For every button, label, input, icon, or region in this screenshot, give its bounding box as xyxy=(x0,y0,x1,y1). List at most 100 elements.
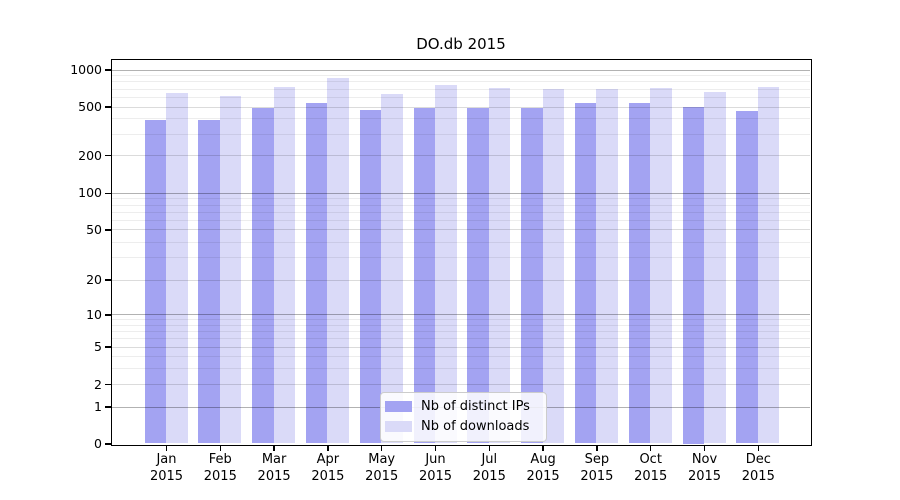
bar-nb-of-distinct-ips-mar xyxy=(252,108,274,444)
gridline-100 xyxy=(111,192,810,194)
gridline-700 xyxy=(111,88,810,90)
bar-nb-of-downloads-aug xyxy=(542,89,565,444)
x-tick-aug xyxy=(542,445,544,451)
bar-nb-of-downloads-dec xyxy=(757,86,780,444)
x-tick-label-sep: Sep 2015 xyxy=(580,452,614,484)
y-tick-label-100: 100 xyxy=(78,185,102,201)
gridline-5 xyxy=(111,346,810,348)
x-tick-label-nov: Nov 2015 xyxy=(687,452,722,484)
bar-nb-of-downloads-mar xyxy=(273,87,296,444)
x-tick-sep xyxy=(596,445,598,451)
x-tick-label-mar: Mar 2015 xyxy=(257,452,291,484)
bar-nb-of-distinct-ips-nov xyxy=(682,106,704,444)
bar-nb-of-downloads-oct xyxy=(650,88,672,444)
x-tick-may xyxy=(381,445,383,451)
bar-nb-of-distinct-ips-apr xyxy=(305,102,328,444)
bar-nb-of-distinct-ips-may xyxy=(359,110,382,444)
y-tick-label-50: 50 xyxy=(86,221,102,237)
y-tick-label-200: 200 xyxy=(78,147,102,163)
bar-nb-of-distinct-ips-sep xyxy=(574,103,597,444)
x-tick-label-jul: Jul 2015 xyxy=(472,452,506,484)
y-tick-label-500: 500 xyxy=(78,99,102,114)
x-tick-oct xyxy=(650,445,652,451)
grid-layer xyxy=(111,60,810,444)
y-tick-5 xyxy=(104,346,111,348)
legend-item-distinct-ips: Nb of distinct IPs xyxy=(385,397,538,417)
gridline-4 xyxy=(111,355,810,357)
gridline-7 xyxy=(111,330,810,332)
x-tick-apr xyxy=(327,445,329,451)
gridline-600 xyxy=(111,96,810,98)
x-tick-label-jun: Jun 2015 xyxy=(418,452,453,484)
y-tick-20 xyxy=(104,279,111,281)
x-tick-label-feb: Feb 2015 xyxy=(203,452,237,484)
gridline-50 xyxy=(111,229,810,231)
y-tick-10 xyxy=(104,314,111,316)
bar-nb-of-downloads-apr xyxy=(327,77,349,444)
x-tick-label-apr: Apr 2015 xyxy=(311,452,345,484)
y-tick-1 xyxy=(104,406,111,408)
gridline-10 xyxy=(111,314,810,316)
x-tick-label-may: May 2015 xyxy=(365,452,399,484)
y-tick-label-1: 1 xyxy=(94,399,102,414)
bar-nb-of-distinct-ips-feb xyxy=(198,119,220,444)
bar-nb-of-downloads-jun xyxy=(435,84,457,444)
y-tick-label-1000: 1000 xyxy=(70,62,102,77)
bar-nb-of-downloads-nov xyxy=(704,91,726,444)
bar-nb-of-distinct-ips-jan xyxy=(144,119,166,444)
x-tick-dec xyxy=(757,445,759,451)
x-tick-nov xyxy=(703,445,706,451)
gridline-30 xyxy=(111,257,810,259)
y-tick-1000 xyxy=(104,69,111,71)
y-tick-2 xyxy=(104,384,111,386)
y-tick-0 xyxy=(104,443,111,445)
y-tick-100 xyxy=(104,192,111,194)
bars-layer xyxy=(112,60,810,444)
gridline-6 xyxy=(111,338,810,340)
gridline-40 xyxy=(111,241,810,243)
gridline-9 xyxy=(111,319,810,321)
x-tick-label-oct: Oct 2015 xyxy=(634,452,668,484)
y-tick-label-5: 5 xyxy=(94,339,102,354)
gridline-800 xyxy=(111,81,810,83)
gridline-90 xyxy=(111,198,810,200)
x-tick-label-dec: Dec 2015 xyxy=(741,452,775,484)
bar-nb-of-downloads-jan xyxy=(166,93,188,444)
legend-swatch-downloads xyxy=(385,420,412,432)
x-tick-label-aug: Aug 2015 xyxy=(526,452,560,484)
bar-nb-of-distinct-ips-dec xyxy=(736,110,758,444)
x-tick-jul xyxy=(488,445,490,451)
gridline-8 xyxy=(111,324,810,326)
gridline-900 xyxy=(111,75,810,77)
gridline-70 xyxy=(111,211,810,213)
legend-label-downloads: Nb of downloads xyxy=(421,418,530,434)
plot-area xyxy=(110,58,812,446)
legend: Nb of distinct IPs Nb of downloads xyxy=(380,392,547,442)
legend-swatch-distinct-ips xyxy=(385,401,412,413)
y-tick-200 xyxy=(104,155,111,157)
gridline-2 xyxy=(111,384,810,386)
gridline-3 xyxy=(111,367,810,369)
y-tick-label-0: 0 xyxy=(94,436,102,451)
chart-title: DO.db 2015 xyxy=(416,35,506,53)
y-tick-50 xyxy=(104,229,111,231)
y-tick-label-20: 20 xyxy=(86,272,102,287)
y-tick-label-2: 2 xyxy=(94,376,102,392)
x-tick-feb xyxy=(219,445,221,451)
gridline-200 xyxy=(111,155,810,157)
bar-nb-of-distinct-ips-oct xyxy=(628,102,651,444)
y-tick-label-10: 10 xyxy=(86,306,102,322)
gridline-60 xyxy=(111,219,810,221)
gridline-20 xyxy=(111,279,810,281)
gridline-80 xyxy=(111,204,810,206)
bar-nb-of-downloads-jul xyxy=(488,87,511,444)
legend-label-distinct-ips: Nb of distinct IPs xyxy=(421,399,530,414)
gridline-400 xyxy=(111,118,810,120)
x-tick-mar xyxy=(273,445,275,451)
x-tick-jan xyxy=(165,445,168,451)
bar-nb-of-downloads-feb xyxy=(219,95,242,444)
gridline-500 xyxy=(111,106,810,108)
x-tick-jun xyxy=(434,445,437,451)
legend-item-downloads: Nb of downloads xyxy=(385,417,538,437)
